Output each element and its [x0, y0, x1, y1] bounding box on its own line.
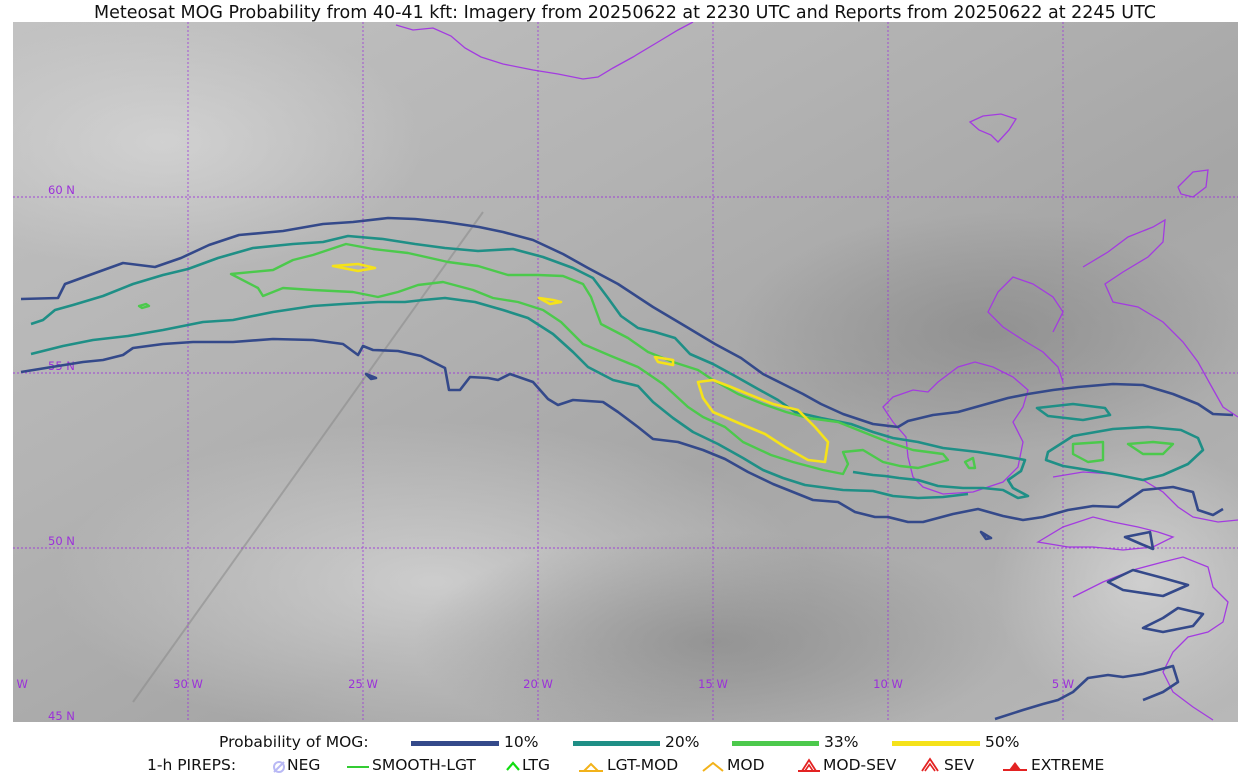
legend-label-33: 33%: [824, 733, 859, 751]
sev-icon: [921, 757, 939, 772]
pirep-label-neg: NEG: [287, 756, 321, 774]
pirep-label-mod-sev: MOD-SEV: [823, 756, 897, 774]
ltg-icon: [506, 761, 520, 771]
chart-title: Meteosat MOG Probability from 40-41 kft:…: [94, 3, 1156, 23]
pirep-label-extreme: EXTREME: [1031, 756, 1105, 774]
legend-label-10: 10%: [504, 733, 539, 751]
water-vapor-imagery: [13, 22, 1238, 722]
legend-swatch-50: [892, 741, 980, 746]
lon-label-30w: 30 W: [173, 677, 203, 691]
lat-label-45n: 45 N: [48, 709, 75, 722]
pirep-label-lgt-mod: LGT-MOD: [607, 756, 679, 774]
lon-label-20w: 20 W: [523, 677, 553, 691]
lgt-mod-icon: [579, 762, 603, 772]
lon-label-25w: 25 W: [348, 677, 378, 691]
contour-50pct: [331, 262, 830, 464]
probability-legend: Probability of MOG: 10% 20% 33% 50%: [0, 733, 1250, 755]
mod-sev-icon: [798, 758, 820, 772]
satellite-map[interactable]: 60 N 55 N 50 N 45 N 35 W 30 W 25 W 20 W …: [13, 22, 1238, 722]
smooth-lgt-icon: [347, 766, 369, 768]
lon-label-5w: 5 W: [1052, 677, 1074, 691]
extreme-icon: [1003, 762, 1027, 771]
mod-icon: [702, 761, 724, 772]
probability-legend-title: Probability of MOG:: [219, 733, 369, 751]
lon-label-35w: 35 W: [13, 677, 28, 691]
legend-swatch-33: [732, 741, 819, 746]
neg-icon: [273, 761, 285, 773]
pirep-label-ltg: LTG: [522, 756, 550, 774]
legend-swatch-20: [573, 741, 660, 746]
pireps-legend: 1-h PIREPS: NEG SMOOTH-LGT LTG LGT-MOD M…: [0, 756, 1250, 778]
pireps-legend-title: 1-h PIREPS:: [147, 756, 237, 774]
legend-label-50: 50%: [985, 733, 1020, 751]
pirep-label-sev: SEV: [944, 756, 975, 774]
contour-10pct: [20, 216, 1234, 721]
lat-label-60n: 60 N: [48, 183, 75, 197]
contour-33pct: [137, 242, 1175, 476]
pirep-label-mod: MOD: [727, 756, 765, 774]
graticule: [13, 22, 1238, 722]
legend-label-20: 20%: [665, 733, 700, 751]
lat-label-50n: 50 N: [48, 534, 75, 548]
pirep-label-smooth-lgt: SMOOTH-LGT: [372, 756, 476, 774]
legend-swatch-10: [411, 741, 499, 746]
lon-label-10w: 10 W: [873, 677, 903, 691]
contour-20pct: [30, 234, 1205, 500]
lon-label-15w: 15 W: [698, 677, 728, 691]
coastlines: [395, 22, 1238, 721]
